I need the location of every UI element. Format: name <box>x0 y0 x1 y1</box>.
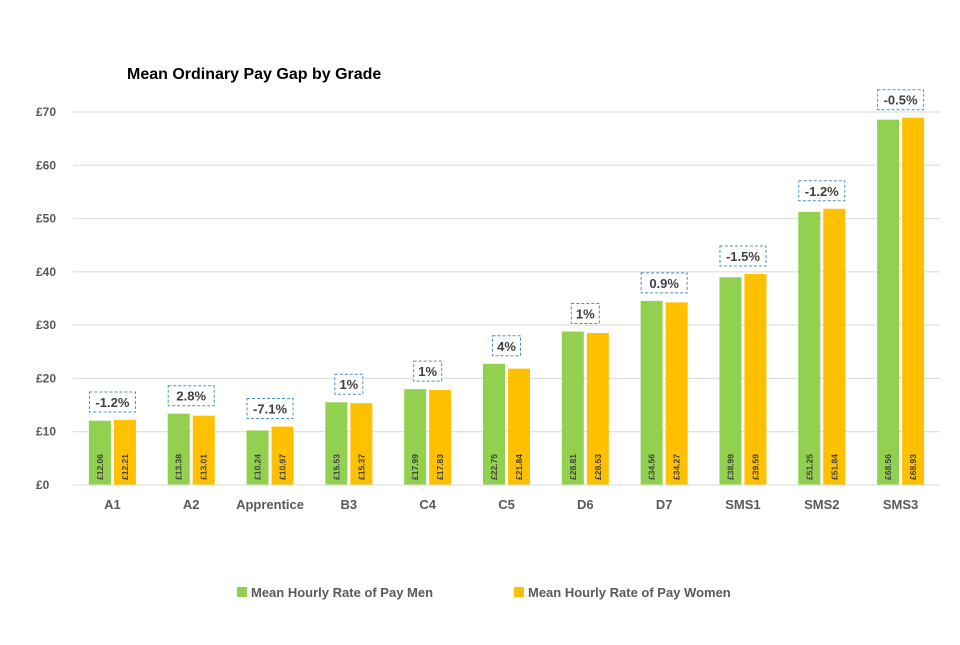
bar-men <box>404 389 427 485</box>
annotation-label: -1.2% <box>805 184 839 199</box>
x-tick-label: A1 <box>104 497 121 512</box>
annotation-box <box>492 335 521 357</box>
bar-men-value-label: £38.99 <box>725 454 735 480</box>
bar-men <box>167 413 190 485</box>
y-tick-label: £0 <box>36 478 50 492</box>
annotation-label: -0.5% <box>884 93 918 108</box>
bar-women <box>508 368 530 485</box>
bar-women <box>350 403 373 485</box>
x-tick-label: B3 <box>341 497 358 512</box>
annotation-box <box>246 398 294 420</box>
bar-women <box>271 426 294 485</box>
y-tick-label: £20 <box>36 371 56 385</box>
x-tick-label: C5 <box>498 497 515 512</box>
annotation-label: -1.5% <box>726 249 760 264</box>
bar-women-value-label: £39.59 <box>750 454 760 480</box>
y-axis-ticks: £0 £10 £20 £30 £40 £50 £60 £70 <box>36 105 56 492</box>
bar-men-value-label: £34.56 <box>647 454 657 480</box>
bar-women <box>823 208 846 486</box>
bar-women <box>586 332 609 485</box>
chart-title: Mean Ordinary Pay Gap by Grade <box>127 66 381 83</box>
x-tick-label: C4 <box>419 497 436 512</box>
bar-women-value-label: £13.01 <box>199 454 209 480</box>
bar-women <box>902 117 925 485</box>
x-tick-label: SMS1 <box>725 497 760 512</box>
bar-men-value-label: £17.99 <box>410 454 420 480</box>
bar-women-value-label: £28.53 <box>593 454 603 480</box>
y-tick-label: £10 <box>36 425 56 439</box>
bar-men-value-label: £12.06 <box>95 454 105 480</box>
annotation-box <box>877 89 925 111</box>
annotation-box <box>413 360 443 382</box>
x-tick-label: A2 <box>183 497 200 512</box>
legend: Mean Hourly Rate of Pay Men Mean Hourly R… <box>237 585 731 600</box>
legend-swatch-women <box>514 587 524 597</box>
bar-women-value-label: £17.83 <box>435 454 445 480</box>
bar-men-value-label: £28.81 <box>568 454 578 480</box>
annotation-label: 2.8% <box>176 389 206 404</box>
annotation-box <box>640 272 688 294</box>
bar-women <box>113 419 136 485</box>
x-tick-label: D6 <box>577 497 594 512</box>
bar-women <box>744 274 767 485</box>
bar-men-value-label: £51.25 <box>804 454 814 480</box>
bar-women-value-label: £21.84 <box>514 454 524 480</box>
bar-men <box>88 420 111 485</box>
y-tick-label: £60 <box>36 158 56 172</box>
bar-men <box>246 430 269 485</box>
bar-women-value-label: £12.21 <box>120 454 130 480</box>
annotation-box <box>167 385 215 407</box>
pay-gap-annotations: -1.2% 2.8% -7.1% 1% 1% 4% 1% 0.9% -1.5% -1.2% -0.5… <box>88 89 925 420</box>
legend-label-women: Mean Hourly Rate of Pay Women <box>528 585 731 600</box>
bar-men <box>798 211 821 486</box>
annotation-box <box>798 180 846 202</box>
annotation-box <box>570 302 600 324</box>
annotation-label: 0.9% <box>649 276 679 291</box>
y-tick-label: £70 <box>36 105 56 119</box>
bar-women-value-label: £68.93 <box>908 454 918 480</box>
x-tick-label: D7 <box>656 497 673 512</box>
gridlines <box>73 111 940 486</box>
annotation-label: -7.1% <box>253 402 287 417</box>
bar-men-value-label: £22.75 <box>489 454 499 480</box>
x-tick-label: SMS2 <box>804 497 839 512</box>
bar-men <box>325 402 348 485</box>
x-axis-ticks: A1 A2 Apprentice B3 C4 C5 D6 D7 SMS1 SMS2 SMS3 <box>104 497 918 512</box>
y-tick-label: £40 <box>36 265 56 279</box>
bar-men <box>483 363 505 485</box>
annotation-box <box>88 391 136 413</box>
legend-swatch-men <box>237 587 247 597</box>
bar-women <box>429 389 452 485</box>
bar-men <box>561 331 584 485</box>
bar-men <box>719 277 742 485</box>
bar-women <box>665 302 688 485</box>
y-tick-label: £30 <box>36 318 56 332</box>
bar-women-value-label: £15.37 <box>356 454 366 480</box>
annotation-label: 1% <box>339 377 358 392</box>
bar-men <box>640 300 663 485</box>
annotation-label: 1% <box>576 306 595 321</box>
bar-women-value-label: £10.97 <box>278 454 288 480</box>
bars: £12.06 £12.21 £13.38 £13.01 £10.24 £10.97 £15.… <box>73 117 940 486</box>
bar-women-value-label: £51.84 <box>829 454 839 480</box>
annotation-box <box>719 245 767 267</box>
x-tick-label: SMS3 <box>883 497 918 512</box>
bar-men-value-label: £15.53 <box>331 454 341 480</box>
legend-label-men: Mean Hourly Rate of Pay Men <box>251 585 433 600</box>
annotation-label: 1% <box>418 364 437 379</box>
annotation-box <box>334 373 364 395</box>
annotation-label: -1.2% <box>95 395 129 410</box>
annotation-label: 4% <box>497 339 516 354</box>
bar-women <box>192 415 215 485</box>
x-tick-label: Apprentice <box>236 497 304 512</box>
y-tick-label: £50 <box>36 212 56 226</box>
bar-men-value-label: £10.24 <box>253 454 263 480</box>
bar-men <box>877 119 900 485</box>
bar-men-value-label: £68.56 <box>883 454 893 480</box>
bar-men-value-label: £13.38 <box>174 454 184 480</box>
bar-women-value-label: £34.27 <box>672 454 682 480</box>
